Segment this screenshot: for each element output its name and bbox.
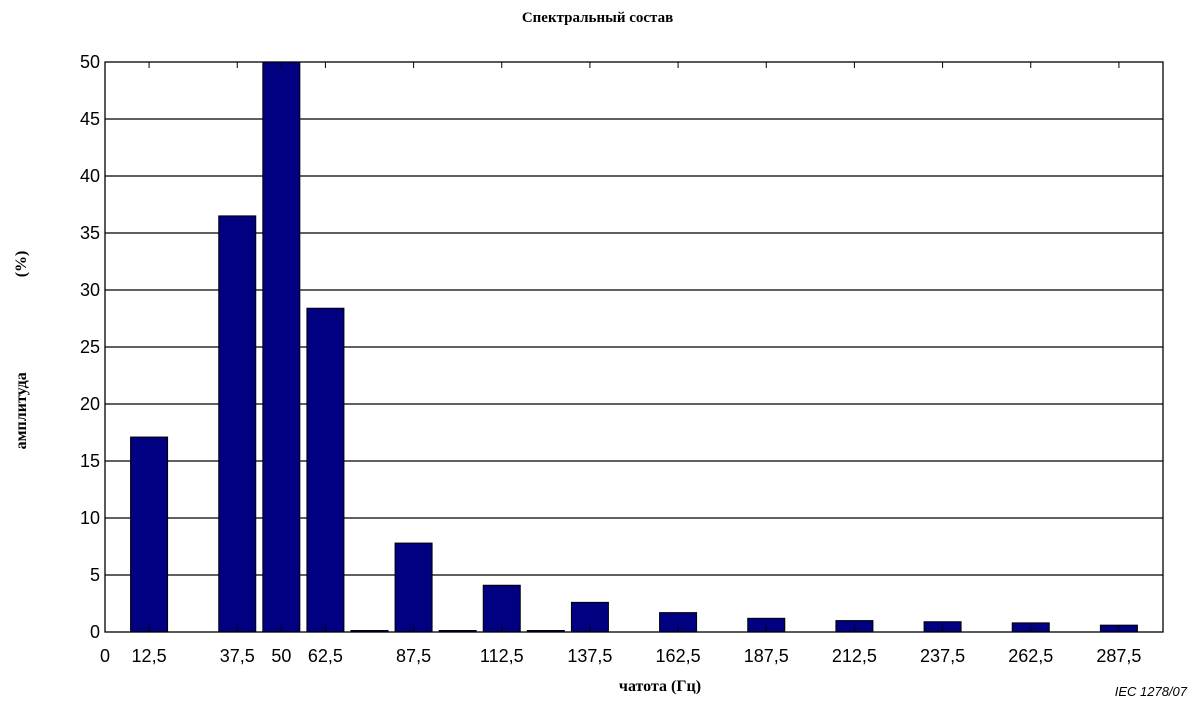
x-axis-label: чатота (Гц) [618, 678, 702, 695]
y-tick-label: 25 [80, 337, 100, 357]
x-tick-label: 162,5 [656, 646, 701, 666]
x-tick-label: 187,5 [744, 646, 789, 666]
bar [482, 584, 521, 633]
x-tick-label: 0 [100, 646, 110, 666]
y-tick-label: 15 [80, 451, 100, 471]
x-tick-label: 50 [271, 646, 291, 666]
x-tick-label: 287,5 [1096, 646, 1141, 666]
bar [218, 215, 257, 633]
y-tick-label: 40 [80, 166, 100, 186]
x-tick-label: 112,5 [480, 646, 524, 666]
bar [130, 436, 169, 633]
x-tick-label: 137,5 [567, 646, 612, 666]
x-tick-label: 262,5 [1008, 646, 1053, 666]
y-tick-label: 0 [90, 622, 100, 642]
y-tick-label: 30 [80, 280, 100, 300]
y-tick-label: 50 [80, 52, 100, 72]
x-tick-label: 212,5 [832, 646, 877, 666]
x-tick-label: 87,5 [396, 646, 431, 666]
y-tick-label: 5 [90, 565, 100, 585]
y-tick-label: 10 [80, 508, 100, 528]
y-tick-label: 45 [80, 109, 100, 129]
bar [262, 61, 301, 633]
y-tick-label: 20 [80, 394, 100, 414]
bar [394, 542, 433, 633]
y-tick-label: 35 [80, 223, 100, 243]
bar [306, 307, 345, 633]
x-tick-label: 12,5 [132, 646, 167, 666]
figure-credit: IEC 1278/07 [1114, 684, 1187, 699]
x-tick-label: 237,5 [920, 646, 965, 666]
x-tick-label: 37,5 [220, 646, 255, 666]
x-tick-label: 62,5 [308, 646, 343, 666]
chart-title: Спектральный состав [521, 10, 674, 26]
